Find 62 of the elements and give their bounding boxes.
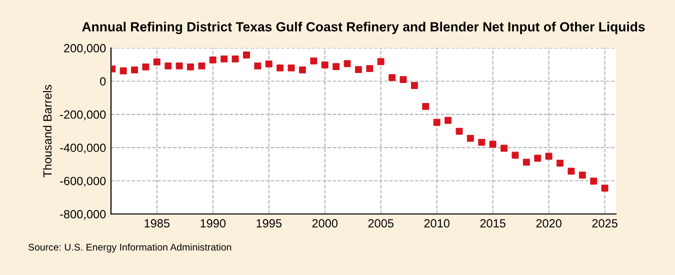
y-tick-label: -400,000: [60, 144, 106, 154]
point: [422, 102, 430, 110]
y-tick-label: 0: [100, 77, 106, 86]
point: [265, 60, 272, 68]
point: [209, 56, 216, 64]
x-tick-label: 2020: [536, 219, 562, 228]
point: [400, 76, 407, 84]
x-tick-label: 2025: [592, 219, 618, 228]
x-tick-label: 1985: [144, 219, 170, 228]
chart-title: Annual Refining District Texas Gulf Coast Refinery and Blender Net Input of Other Liquids: [82, 22, 645, 34]
point: [489, 140, 496, 148]
point: [142, 63, 150, 70]
point: [522, 158, 530, 166]
point: [545, 152, 552, 160]
point: [176, 62, 183, 70]
point: [220, 55, 228, 62]
point: [310, 57, 318, 64]
y-tick-label: -800,000: [60, 210, 106, 220]
point: [601, 184, 608, 192]
point: [187, 63, 194, 70]
point: [321, 61, 328, 68]
point: [344, 60, 351, 68]
point: [500, 144, 508, 152]
x-tick-label: 2000: [312, 219, 338, 228]
x-tick-label: 1990: [200, 219, 226, 228]
x-tick-label: 2010: [424, 219, 450, 228]
point: [590, 178, 598, 185]
point: [410, 82, 418, 89]
point: [276, 64, 284, 72]
point: [366, 65, 374, 72]
point: [198, 62, 206, 70]
x-tick-label: 2005: [368, 219, 394, 228]
point: [568, 168, 575, 175]
point: [534, 154, 542, 162]
point: [153, 58, 160, 66]
x-tick-label: 2015: [480, 219, 506, 228]
y-tick-label: 200,000: [64, 44, 106, 54]
point: [512, 152, 519, 159]
point: [478, 138, 486, 146]
y-tick-label: -200,000: [60, 110, 106, 120]
point: [299, 66, 306, 74]
point: [120, 67, 127, 74]
point: [354, 66, 362, 74]
point: [433, 118, 440, 126]
x-tick-label: 1995: [256, 219, 282, 228]
point: [164, 62, 172, 70]
point: [578, 172, 586, 179]
point: [466, 134, 474, 142]
point: [131, 66, 138, 74]
point: [556, 160, 564, 167]
y-tick-label: -600,000: [60, 176, 106, 187]
point: [332, 63, 340, 70]
point: [388, 74, 396, 82]
source-note: Source: U.S. Energy Information Administration: [28, 243, 232, 253]
point: [456, 128, 463, 135]
point: [288, 64, 295, 72]
y-axis-title: Thousand Barrels: [42, 84, 52, 178]
point: [377, 58, 384, 66]
point: [243, 52, 250, 58]
point: [232, 55, 239, 62]
point: [444, 116, 452, 124]
point: [254, 62, 262, 70]
